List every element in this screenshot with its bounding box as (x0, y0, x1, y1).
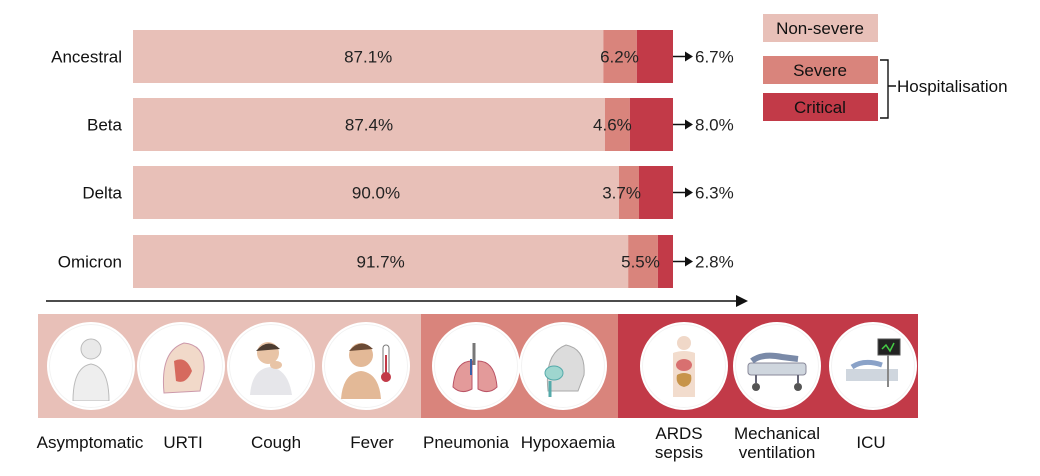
thermometer-person-icon (322, 322, 410, 410)
bar-severe-omicron (628, 235, 658, 288)
critical-arrowhead-omicron (685, 256, 693, 267)
bar-critical-delta (638, 166, 673, 219)
label-severe-ancestral: 6.2% (600, 48, 639, 67)
bar-severe-beta (604, 98, 630, 151)
label-non-severe-ancestral: 87.1% (344, 48, 392, 67)
critical-arrowhead-beta (685, 119, 693, 130)
stage-label-7: Mechanical ventilation (734, 424, 820, 462)
bar-severe-delta (619, 166, 639, 219)
critical-arrowhead-ancestral (685, 51, 693, 62)
stage-label-2: Cough (250, 433, 302, 452)
bar-severe-ancestral (603, 30, 637, 83)
label-severe-omicron: 5.5% (621, 253, 660, 272)
label-non-severe-beta: 87.4% (345, 116, 393, 135)
person-icon (47, 322, 135, 410)
stacked-bar-chart: Ancestral 87.1% 6.2% 6.7% Beta 87.4% 4.6% 8.0% D… (46, 14, 1008, 307)
stage-label-8: ICU (856, 433, 886, 452)
icu-icon (829, 322, 917, 410)
legend: Non-severe Severe Critical Hospitalisation (763, 14, 1008, 121)
label-critical-delta: 6.3% (695, 184, 734, 203)
label-severe-delta: 3.7% (602, 184, 641, 203)
stage-label-5: Hypoxaemia (520, 433, 616, 452)
label-non-severe-omicron: 91.7% (356, 253, 404, 272)
coughing-person-icon (227, 322, 315, 410)
progression-arrow (46, 295, 748, 307)
bars-layer: Ancestral 87.1% 6.2% 6.7% Beta 87.4% 4.6% 8.0% D… (51, 30, 734, 288)
legend-label-severe: Severe (793, 61, 847, 80)
bar-non-severe-omicron (133, 235, 629, 288)
bar-non-severe-beta (133, 98, 605, 151)
label-non-severe-delta: 90.0% (352, 184, 400, 203)
stage-label-1: URTI (163, 433, 203, 452)
legend-swatch-critical (763, 93, 878, 121)
bar-critical-ancestral (636, 30, 673, 83)
label-critical-beta: 8.0% (695, 116, 734, 135)
label-severe-beta: 4.6% (593, 116, 632, 135)
oxygen-mask-icon (519, 322, 607, 410)
row-label-beta: Beta (87, 116, 123, 135)
body-organs-icon (640, 322, 728, 410)
bar-non-severe-delta (133, 166, 619, 219)
head-anatomy-icon (137, 322, 225, 410)
bar-critical-omicron (657, 235, 673, 288)
row-label-omicron: Omicron (58, 253, 122, 272)
legend-label-non-severe: Non-severe (776, 19, 864, 38)
legend-label-critical: Critical (794, 98, 846, 117)
stage-label-6: ARDS sepsis (654, 424, 704, 462)
hospitalisation-label: Hospitalisation (897, 77, 1008, 96)
hospitalisation-bracket (880, 59, 896, 119)
label-critical-omicron: 2.8% (695, 253, 734, 272)
critical-arrowhead-delta (685, 187, 693, 198)
stage-label-3: Fever (350, 433, 394, 452)
legend-swatch-non-severe (763, 14, 878, 42)
lungs-icon (432, 322, 520, 410)
label-critical-ancestral: 6.7% (695, 48, 734, 67)
legend-swatch-severe (763, 56, 878, 84)
row-label-ancestral: Ancestral (51, 48, 122, 67)
bar-non-severe-ancestral (133, 30, 604, 83)
bar-critical-beta (629, 98, 673, 151)
stage-label-4: Pneumonia (422, 433, 510, 452)
row-label-delta: Delta (82, 184, 122, 203)
hospital-bed-icon (733, 322, 821, 410)
stage-label-0: Asymptomatic (36, 433, 144, 452)
